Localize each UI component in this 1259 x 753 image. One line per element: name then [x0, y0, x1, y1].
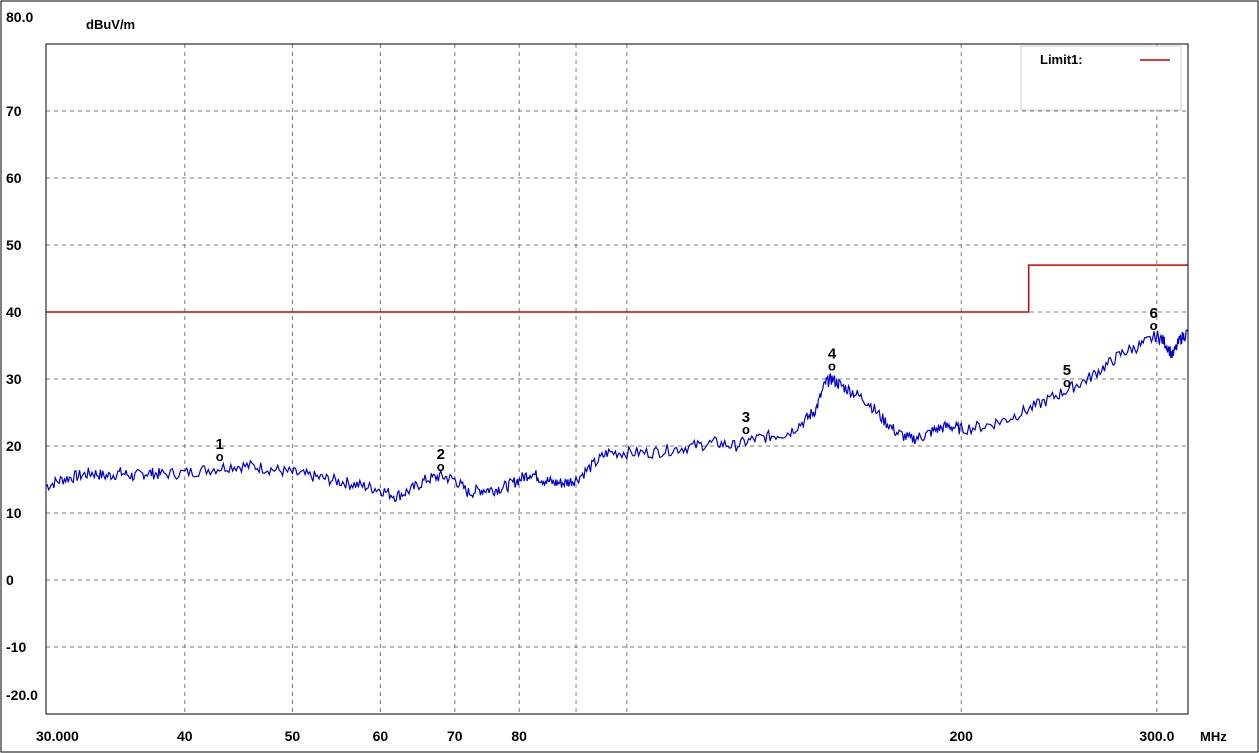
- y-tick-label: 30: [6, 371, 22, 387]
- plot-area-frame: [45, 43, 1189, 715]
- marker-number: 6: [1149, 305, 1157, 322]
- marker-3: 3o: [742, 409, 750, 437]
- marker-number: 2: [437, 446, 445, 463]
- marker-symbol: o: [1150, 318, 1158, 333]
- marker-5: 5o: [1063, 362, 1071, 390]
- legend: Limit1:: [1020, 45, 1182, 111]
- x-axis-ticks: 30.000 40 50 60 70 80 200 300.0: [36, 728, 1175, 744]
- x-tick-label: 80: [511, 728, 527, 744]
- y-axis-ticks: 80.0 70 60 50 40 30 20 10 0 -10 -20.0: [6, 9, 38, 703]
- marker-symbol: o: [1063, 375, 1071, 390]
- marker-symbol: o: [216, 449, 224, 464]
- y-tick-label: 40: [6, 304, 22, 320]
- legend-box: [1020, 45, 1182, 111]
- x-tick-label: 40: [177, 728, 193, 744]
- x-tick-label: 70: [447, 728, 463, 744]
- x-tick-label: 200: [950, 728, 974, 744]
- series-lines: [45, 264, 1189, 503]
- marker-number: 3: [742, 409, 750, 426]
- y-tick-label: -10: [6, 639, 26, 655]
- y-tick-label: 50: [6, 237, 22, 253]
- limit-line: [46, 264, 1188, 313]
- marker-4: 4o: [828, 345, 837, 373]
- x-tick-label: 60: [373, 728, 389, 744]
- marker-symbol: o: [742, 422, 750, 437]
- y-tick-label: -20.0: [6, 687, 38, 703]
- legend-label-limit1: Limit1:: [1040, 52, 1083, 67]
- marker-symbol: o: [828, 358, 836, 373]
- y-tick-label: 0: [6, 572, 14, 588]
- marker-number: 5: [1063, 362, 1071, 379]
- marker-6: 6o: [1149, 305, 1157, 333]
- grid-lines: [46, 44, 1188, 714]
- y-axis-unit-label: dBuV/m: [86, 17, 135, 32]
- marker-number: 4: [828, 345, 837, 362]
- x-tick-label: 30.000: [36, 728, 79, 744]
- measurement-trace: [45, 329, 1189, 503]
- marker-symbol: o: [437, 459, 445, 474]
- y-tick-label: 80.0: [6, 9, 33, 25]
- marker-2: 2o: [437, 446, 445, 474]
- x-axis-unit-label: MHz: [1200, 729, 1227, 744]
- y-tick-label: 70: [6, 103, 22, 119]
- y-tick-label: 20: [6, 438, 22, 454]
- marker-1: 1o: [216, 436, 224, 464]
- x-tick-label: 50: [285, 728, 301, 744]
- y-tick-label: 10: [6, 505, 22, 521]
- marker-number: 1: [216, 436, 224, 453]
- y-tick-label: 60: [6, 170, 22, 186]
- x-tick-label: 300.0: [1139, 728, 1174, 744]
